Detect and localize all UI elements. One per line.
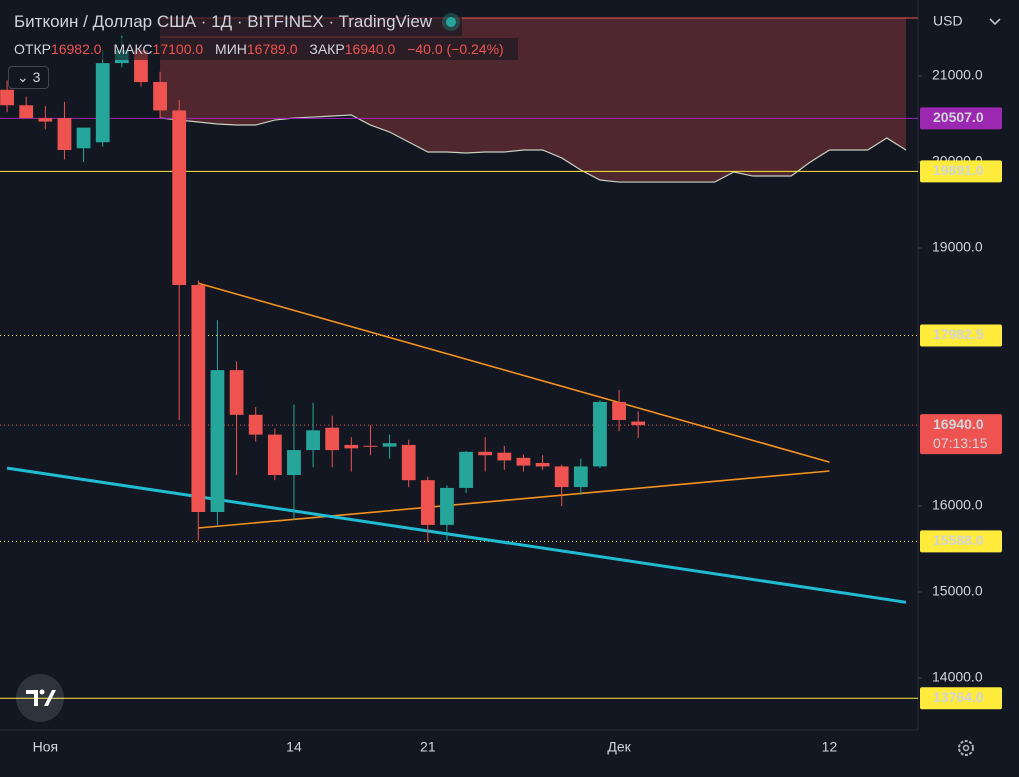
price-badge <box>920 107 1002 130</box>
ohlc-value: 16789.0 <box>246 41 298 57</box>
band-line <box>160 114 907 183</box>
candle-body <box>95 63 110 143</box>
legend-header: Биткоин / Доллар США · 1Д · BITFINEX · T… <box>8 8 518 89</box>
candle-body <box>0 89 14 106</box>
x-tick-label: 12 <box>822 739 838 755</box>
candle-body <box>57 118 72 150</box>
ohlc-row: ОТКР16982.0 МАКС17100.0 МИН16789.0 ЗАКР1… <box>8 38 518 60</box>
price-badge-label: 13764.0 <box>933 689 984 705</box>
candle-body <box>229 370 244 415</box>
candle-body <box>573 466 588 488</box>
y-tick-label: 19000.0 <box>932 239 983 255</box>
title-text: Биткоин / Доллар США · 1Д · BITFINEX · T… <box>14 12 433 31</box>
candle-body <box>554 466 569 488</box>
price-badge-label: 20507.0 <box>933 109 984 125</box>
candle-body <box>535 462 550 467</box>
candle-body <box>210 370 225 513</box>
indicators-count: 3 <box>32 69 41 85</box>
y-tick-label: 16000.0 <box>932 497 983 513</box>
candle-body <box>459 451 473 488</box>
candle-body <box>478 451 493 456</box>
candle-body <box>172 110 187 285</box>
candle-body <box>593 401 607 467</box>
price-badge-label: 17982.5 <box>933 326 984 342</box>
ohlc-value: 17100.0 <box>152 41 204 57</box>
candle-body <box>497 452 512 461</box>
x-tick-label: 21 <box>420 739 436 755</box>
ohlc-label: МИН <box>215 41 247 57</box>
y-tick-label: 14000.0 <box>932 669 983 685</box>
countdown: 07:13:15 <box>933 435 988 451</box>
ohlc-label: МАКС <box>113 41 153 57</box>
settings-gear-center <box>962 744 970 752</box>
candle-body <box>191 284 206 513</box>
price-badge-label: 16940.0 <box>933 416 984 432</box>
currency-chevron <box>989 18 1001 26</box>
x-tick-label: Дек <box>607 739 631 755</box>
x-tick-label: 14 <box>286 739 302 755</box>
candle-body <box>631 421 646 426</box>
candle-body <box>344 444 359 449</box>
candle-body <box>38 118 53 122</box>
price-badge-label: 19891.0 <box>933 162 984 178</box>
candle-body <box>420 480 435 525</box>
candle-body <box>363 445 378 447</box>
ohlc-value: 16982.0 <box>50 41 102 57</box>
candle-body <box>76 127 91 149</box>
ohlc-label: ОТКР <box>14 41 51 57</box>
trend-line <box>198 282 830 463</box>
price-badge <box>920 414 1002 455</box>
ohlc-label: ЗАКР <box>309 41 345 57</box>
indicators-toggle[interactable]: ⌄ 3 <box>8 66 50 89</box>
y-tick-label: 15000.0 <box>932 583 983 599</box>
candle-body <box>306 430 320 451</box>
candle-body <box>19 105 34 119</box>
candle-body <box>153 82 167 111</box>
price-badge <box>920 530 1002 553</box>
candle-body <box>287 450 301 476</box>
ohlc-value: 16940.0 <box>344 41 396 57</box>
symbol-title: Биткоин / Доллар США · 1Д · BITFINEX · T… <box>8 8 463 36</box>
settings-gear[interactable] <box>958 740 974 756</box>
candle-body <box>382 443 397 447</box>
candle-body <box>516 457 531 466</box>
x-tick-label: Ноя <box>33 739 58 755</box>
change: −40.0 (−0.24%) <box>407 41 504 57</box>
candle-body <box>440 487 454 525</box>
logo-bg <box>16 674 64 722</box>
candle-body <box>401 444 416 481</box>
candle-body <box>325 427 340 451</box>
candle-body <box>267 434 282 476</box>
price-badge <box>920 687 1002 710</box>
price-badge-label: 15588.0 <box>933 532 984 548</box>
logo-dot <box>39 689 45 695</box>
trend-line <box>198 470 830 529</box>
price-badge <box>920 160 1002 183</box>
status-dot <box>446 17 457 27</box>
currency: USD <box>933 13 963 29</box>
trend-line <box>6 466 907 604</box>
candle-body <box>248 414 263 435</box>
candle-body <box>612 401 626 420</box>
logo <box>26 690 56 706</box>
price-badge <box>920 324 1002 347</box>
y-tick-label: 21000.0 <box>932 67 983 83</box>
